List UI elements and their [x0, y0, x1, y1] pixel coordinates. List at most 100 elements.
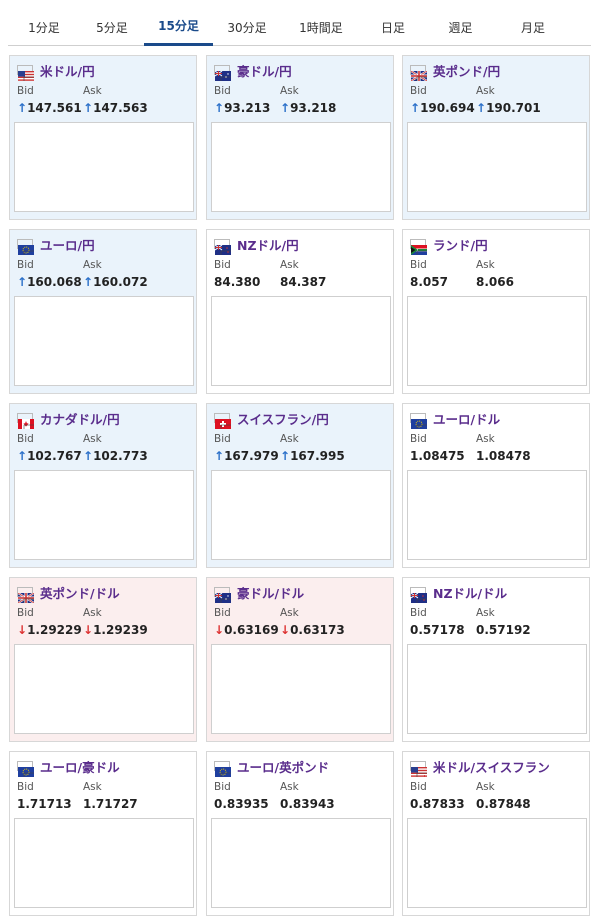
- pair-card[interactable]: 5:307:309:3011:30103102.8102.6102.4カナダドル…: [9, 403, 197, 568]
- candlestick-chart[interactable]: [14, 122, 194, 212]
- candlestick-chart[interactable]: [407, 470, 587, 560]
- ask-value: 0.83943: [280, 797, 335, 811]
- ask-value: 93.218: [290, 101, 337, 115]
- candlestick-chart[interactable]: [14, 296, 194, 386]
- pair-card[interactable]: 5:307:309:3011:301.7241.7221.721.718ユーロ/…: [9, 751, 197, 916]
- pair-name-link[interactable]: NZドル/円: [237, 237, 299, 253]
- pair-header[interactable]: 5:307:309:3011:300.5720.5710.57NZドル/ドル: [410, 584, 575, 678]
- pair-header[interactable]: 5:307:309:3011:301.7241.7221.721.718ユーロ/…: [17, 758, 182, 852]
- pair-name-link[interactable]: NZドル/ドル: [433, 585, 508, 601]
- pair-name-link[interactable]: ユーロ/英ポンド: [237, 759, 330, 775]
- ask-price: 84.387: [280, 275, 326, 289]
- candlestick-chart[interactable]: [407, 644, 587, 734]
- candlestick-chart[interactable]: [211, 470, 391, 560]
- tab-7[interactable]: 月足: [520, 20, 545, 35]
- bid-price: ↓0.63169: [214, 623, 279, 637]
- tab-0[interactable]: 1分足: [28, 20, 60, 35]
- pair-header[interactable]: 5:307:309:3011:3093.493.293豪ドル/円: [214, 62, 374, 156]
- ask-value: 1.29239: [93, 623, 148, 637]
- pair-name-link[interactable]: カナダドル/円: [40, 411, 120, 427]
- ask-label: Ask: [83, 607, 102, 619]
- bid-value: 0.83935: [214, 797, 269, 811]
- pair-card[interactable]: 5:307:309:3011:3084.684.484.2NZドル/円BidAs…: [206, 229, 394, 394]
- ask-label: Ask: [280, 433, 299, 445]
- pair-card[interactable]: 5:307:309:3011:30191190.5英ポンド/円BidAsk↑19…: [402, 55, 590, 220]
- pair-header[interactable]: 5:307:309:3011:300.6320.6310.630.629豪ドル/…: [214, 584, 379, 678]
- pair-card[interactable]: 5:307:309:3011:300.840.83950.8390.8385ユー…: [206, 751, 394, 916]
- pair-header[interactable]: 5:307:309:3011:300.880.878米ドル/スイスフラン: [410, 758, 575, 852]
- pair-header[interactable]: 5:307:309:3011:308.18.088.06ランド/円: [410, 236, 570, 330]
- pair-card[interactable]: 5:307:309:3011:301.2941.2921.29英ポンド/ドルBi…: [9, 577, 197, 742]
- ask-price: 0.87848: [476, 797, 531, 811]
- bid-price: ↑102.767: [17, 449, 82, 463]
- tab-5[interactable]: 日足: [380, 20, 405, 35]
- bid-value: 0.63169: [224, 623, 279, 637]
- pair-header[interactable]: 5:307:309:3011:30160.6160.4160.2160159.8…: [17, 236, 182, 330]
- pair-name-link[interactable]: 豪ドル/ドル: [237, 585, 305, 601]
- bid-value: 102.767: [27, 449, 82, 463]
- au-us-flag-icon: 5:307:309:3011:300.6320.6310.630.629: [214, 587, 379, 678]
- eu-au-flag-icon: 5:307:309:3011:301.7241.7221.721.718: [17, 761, 182, 852]
- timeframe-tabs: 1分足 5分足 15分足 30分足 1時間足 日足 週足 月足: [8, 8, 591, 46]
- bid-label: Bid: [17, 433, 34, 445]
- pair-header[interactable]: 5:307:309:3011:301.2941.2921.29英ポンド/ドル: [17, 584, 182, 678]
- ask-price: ↑167.995: [280, 449, 345, 463]
- candlestick-chart[interactable]: [211, 644, 391, 734]
- candlestick-chart[interactable]: [211, 818, 391, 908]
- pair-header[interactable]: 5:307:309:3011:30168.2168167.8スイスフラン/円: [214, 410, 379, 504]
- candlestick-chart[interactable]: [407, 122, 587, 212]
- pair-card[interactable]: 5:307:309:3011:30148147.5米ドル/円BidAsk↑147…: [9, 55, 197, 220]
- bid-price: 1.71713: [17, 797, 72, 811]
- candlestick-chart[interactable]: [14, 818, 194, 908]
- gb-flag-icon: 5:307:309:3011:30191190.5: [410, 65, 575, 156]
- pair-name-link[interactable]: 英ポンド/円: [433, 63, 501, 79]
- pair-name-link[interactable]: スイスフラン/円: [237, 411, 329, 427]
- candlestick-chart[interactable]: [211, 296, 391, 386]
- pair-name-link[interactable]: ユーロ/ドル: [433, 411, 501, 427]
- pair-card[interactable]: 5:307:309:3011:308.18.088.06ランド/円BidAsk8…: [402, 229, 590, 394]
- pair-header[interactable]: 5:307:309:3011:30191190.5英ポンド/円: [410, 62, 575, 156]
- pair-card[interactable]: 5:307:309:3011:30160.6160.4160.2160159.8…: [9, 229, 197, 394]
- pair-header[interactable]: 5:307:309:3011:30148147.5米ドル/円: [17, 62, 182, 156]
- pair-name-link[interactable]: 豪ドル/円: [237, 63, 292, 79]
- tab-6[interactable]: 週足: [448, 20, 473, 35]
- ask-label: Ask: [280, 259, 299, 271]
- ch-flag-icon: 5:307:309:3011:30168.2168167.8: [214, 413, 379, 504]
- pair-card[interactable]: 5:307:309:3011:300.6320.6310.630.629豪ドル/…: [206, 577, 394, 742]
- pair-card[interactable]: 5:307:309:3011:300.880.878米ドル/スイスフランBidA…: [402, 751, 590, 916]
- pair-card[interactable]: 5:307:309:3011:301.0861.084ユーロ/ドルBidAsk1…: [402, 403, 590, 568]
- candlestick-chart[interactable]: [211, 122, 391, 212]
- arrow-up-icon: ↑: [280, 449, 291, 463]
- tab-3[interactable]: 30分足: [227, 20, 267, 35]
- candlestick-chart[interactable]: [14, 470, 194, 560]
- pair-header[interactable]: 5:307:309:3011:30103102.8102.6102.4カナダドル…: [17, 410, 182, 504]
- tab-1[interactable]: 5分足: [96, 20, 128, 35]
- pair-name-link[interactable]: ユーロ/豪ドル: [40, 759, 120, 775]
- pair-name-link[interactable]: 米ドル/スイスフラン: [433, 759, 550, 775]
- candlestick-chart[interactable]: [14, 644, 194, 734]
- pair-name-link[interactable]: 英ポンド/ドル: [40, 585, 120, 601]
- arrow-up-icon: ↑: [476, 101, 487, 115]
- gb-us-flag-icon: 5:307:309:3011:301.2941.2921.29: [17, 587, 182, 678]
- bid-label: Bid: [410, 433, 427, 445]
- candlestick-chart[interactable]: [407, 818, 587, 908]
- pair-name-link[interactable]: 米ドル/円: [40, 63, 95, 79]
- pair-name-link[interactable]: ランド/円: [433, 237, 488, 253]
- pair-name-link[interactable]: ユーロ/円: [40, 237, 95, 253]
- pair-card[interactable]: 5:307:309:3011:3093.493.293豪ドル/円BidAsk↑9…: [206, 55, 394, 220]
- ask-price: ↑93.218: [280, 101, 336, 115]
- tab-2[interactable]: 15分足: [144, 8, 213, 46]
- bid-value: 167.979: [224, 449, 279, 463]
- ask-price: ↑160.072: [83, 275, 148, 289]
- candlestick-chart[interactable]: [407, 296, 587, 386]
- pair-card[interactable]: 5:307:309:3011:300.5720.5710.57NZドル/ドルBi…: [402, 577, 590, 742]
- tab-4[interactable]: 1時間足: [299, 20, 343, 35]
- pair-card[interactable]: 5:307:309:3011:30168.2168167.8スイスフラン/円Bi…: [206, 403, 394, 568]
- bid-label: Bid: [410, 781, 427, 793]
- bid-value: 84.380: [214, 275, 261, 289]
- ask-label: Ask: [476, 607, 495, 619]
- bid-value: 1.29229: [27, 623, 82, 637]
- pair-header[interactable]: 5:307:309:3011:300.840.83950.8390.8385ユー…: [214, 758, 383, 852]
- pair-header[interactable]: 5:307:309:3011:301.0861.084ユーロ/ドル: [410, 410, 575, 504]
